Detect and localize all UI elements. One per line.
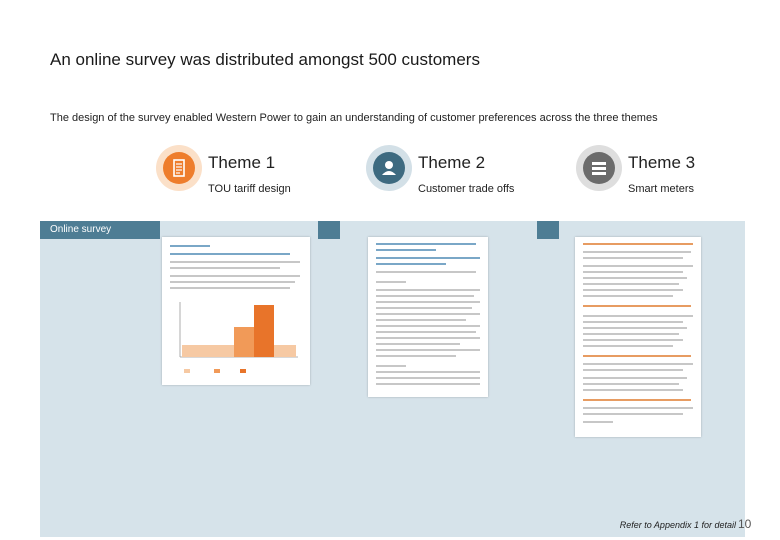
tariff-chart-thumbnail — [179, 302, 298, 373]
theme-3-subtitle: Smart meters — [628, 183, 695, 195]
document-icon — [163, 152, 195, 184]
theme-1-name: Theme 1 — [208, 153, 276, 172]
theme-2: Theme 2 Customer trade offs — [366, 145, 576, 195]
survey-page-thumbnail-2 — [368, 237, 488, 397]
person-icon — [373, 152, 405, 184]
theme-3-name: Theme 3 — [628, 153, 696, 172]
survey-page-thumbnail-1 — [162, 237, 310, 385]
theme-3-badge — [576, 145, 622, 191]
meter-icon — [583, 152, 615, 184]
theme-2-subtitle: Customer trade offs — [418, 183, 515, 195]
theme-3: Theme 3 Smart meters — [576, 145, 780, 195]
page-title: An online survey was distributed amongst… — [50, 50, 480, 69]
survey-page-thumbnail-3 — [575, 237, 701, 437]
page-subtitle: The design of the survey enabled Western… — [50, 112, 658, 124]
theme-1: Theme 1 TOU tariff design — [156, 145, 366, 195]
theme-1-subtitle: TOU tariff design — [208, 183, 291, 195]
band-label: Online survey — [40, 221, 160, 239]
theme-1-badge — [156, 145, 202, 191]
appendix-footnote: Refer to Appendix 1 for detail — [619, 520, 736, 530]
theme-2-name: Theme 2 — [418, 153, 486, 172]
band-tab-2 — [318, 221, 340, 239]
band-tab-3 — [537, 221, 559, 239]
theme-2-badge — [366, 145, 412, 191]
page-number: 10 — [738, 517, 752, 531]
